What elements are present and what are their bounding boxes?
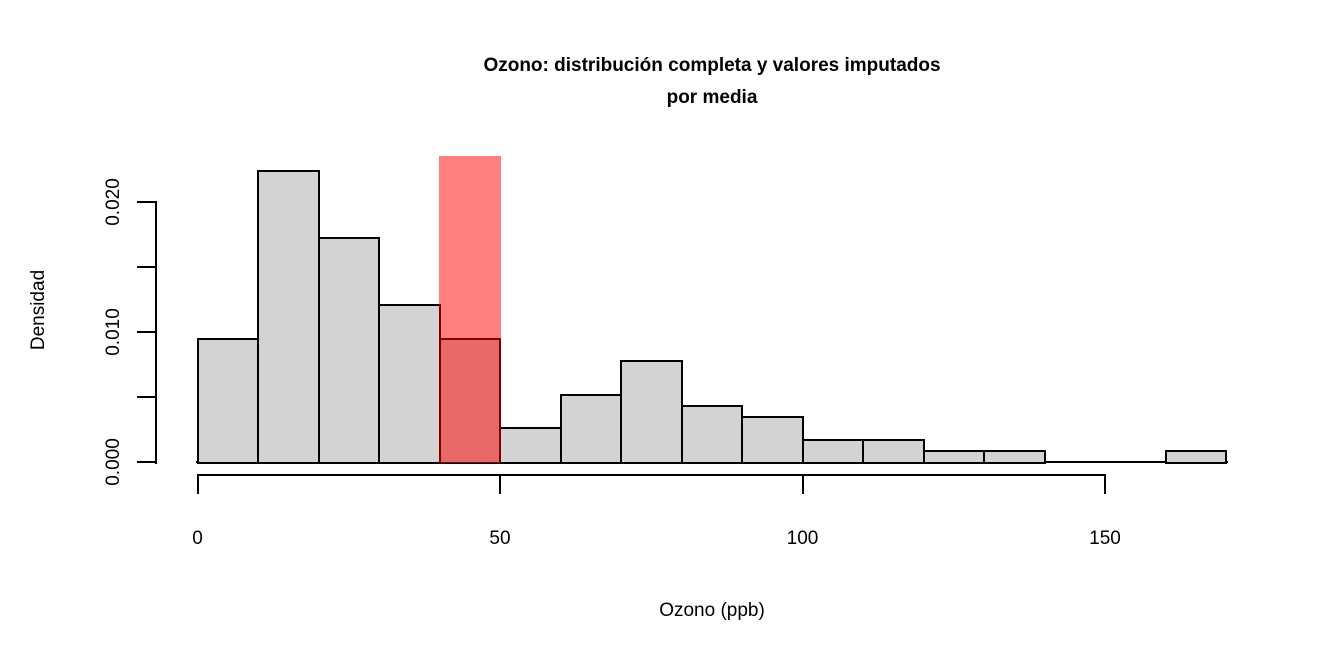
histogram-bar bbox=[801, 438, 864, 464]
histogram-bar bbox=[196, 337, 259, 464]
chart-title-line1: Ozono: distribución completa y valores i… bbox=[483, 55, 941, 76]
y-axis-tick bbox=[137, 266, 155, 268]
histogram-bar bbox=[922, 449, 985, 464]
histogram-bar bbox=[1164, 449, 1227, 464]
histogram-bar bbox=[257, 169, 320, 464]
x-axis-tick bbox=[499, 474, 501, 494]
y-axis-tick bbox=[137, 396, 155, 398]
x-axis-tick bbox=[196, 474, 199, 494]
x-axis-label: Ozono (ppb) bbox=[659, 600, 765, 621]
y-axis-tick bbox=[137, 201, 155, 203]
x-axis-tick bbox=[1104, 474, 1106, 494]
x-tick-label-150: 150 bbox=[1089, 528, 1121, 549]
histogram-bar bbox=[983, 449, 1046, 464]
y-axis-line bbox=[155, 201, 157, 464]
x-tick-label-0: 0 bbox=[192, 528, 203, 549]
y-axis-tick bbox=[137, 461, 155, 463]
x-axis-line bbox=[196, 474, 1106, 476]
chart-title-line2: por media bbox=[666, 87, 758, 108]
histogram-bar bbox=[862, 438, 925, 464]
histogram-bar bbox=[620, 360, 683, 464]
x-tick-label-50: 50 bbox=[489, 528, 511, 549]
histogram-bar bbox=[559, 393, 622, 464]
x-axis-tick bbox=[801, 474, 804, 494]
chart-title: Ozono: distribución completa y valores i… bbox=[80, 50, 1344, 114]
histogram-bar bbox=[378, 304, 441, 464]
histogram-bar bbox=[499, 427, 562, 464]
histogram-bar bbox=[317, 236, 380, 464]
histogram-bar bbox=[680, 404, 743, 464]
imputed-values-bar bbox=[438, 155, 501, 463]
histogram-bar bbox=[741, 416, 804, 464]
y-axis-tick bbox=[137, 331, 155, 333]
x-tick-label-100: 100 bbox=[786, 528, 819, 549]
